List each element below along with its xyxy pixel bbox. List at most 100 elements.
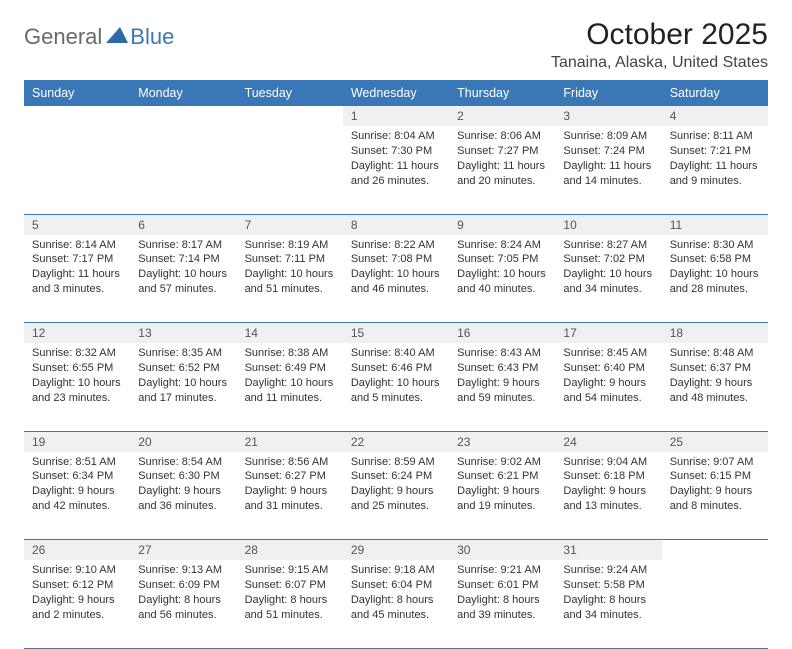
day-number: 21 — [237, 431, 343, 452]
daylight1-text: Daylight: 8 hours — [351, 593, 441, 608]
sunrise-text: Sunrise: 8:43 AM — [457, 346, 547, 361]
sunrise-text: Sunrise: 8:11 AM — [670, 129, 760, 144]
sunrise-text: Sunrise: 8:32 AM — [32, 346, 122, 361]
sunset-text: Sunset: 6:15 PM — [670, 469, 760, 484]
daylight1-text: Daylight: 9 hours — [32, 593, 122, 608]
daylight2-text: and 2 minutes. — [32, 608, 122, 623]
day-header: Wednesday — [343, 80, 449, 106]
daylight2-text: and 54 minutes. — [563, 391, 653, 406]
daylight1-text: Daylight: 10 hours — [351, 267, 441, 282]
day-cell: Sunrise: 8:14 AMSunset: 7:17 PMDaylight:… — [24, 235, 130, 323]
sunrise-text: Sunrise: 8:22 AM — [351, 238, 441, 253]
day-header-row: Sunday Monday Tuesday Wednesday Thursday… — [24, 80, 768, 106]
daylight2-text: and 46 minutes. — [351, 282, 441, 297]
day-cell — [130, 126, 236, 214]
title-block: October 2025 Tanaina, Alaska, United Sta… — [551, 18, 768, 72]
daylight2-text: and 8 minutes. — [670, 499, 760, 514]
daylight1-text: Daylight: 8 hours — [138, 593, 228, 608]
day-cell: Sunrise: 8:06 AMSunset: 7:27 PMDaylight:… — [449, 126, 555, 214]
daylight2-text: and 57 minutes. — [138, 282, 228, 297]
daylight1-text: Daylight: 10 hours — [138, 376, 228, 391]
day-number: 29 — [343, 540, 449, 561]
day-number: 19 — [24, 431, 130, 452]
daylight1-text: Daylight: 10 hours — [245, 376, 335, 391]
sunset-text: Sunset: 7:11 PM — [245, 252, 335, 267]
day-number: 9 — [449, 214, 555, 235]
sunrise-text: Sunrise: 8:56 AM — [245, 455, 335, 470]
day-number-row: 1234 — [24, 106, 768, 126]
day-number: 1 — [343, 106, 449, 126]
daylight2-text: and 51 minutes. — [245, 608, 335, 623]
daylight1-text: Daylight: 9 hours — [457, 484, 547, 499]
day-header: Monday — [130, 80, 236, 106]
sunrise-text: Sunrise: 8:45 AM — [563, 346, 653, 361]
week-row: Sunrise: 8:51 AMSunset: 6:34 PMDaylight:… — [24, 452, 768, 540]
day-cell: Sunrise: 8:38 AMSunset: 6:49 PMDaylight:… — [237, 343, 343, 431]
day-cell: Sunrise: 8:27 AMSunset: 7:02 PMDaylight:… — [555, 235, 661, 323]
sunset-text: Sunset: 6:18 PM — [563, 469, 653, 484]
day-cell: Sunrise: 9:04 AMSunset: 6:18 PMDaylight:… — [555, 452, 661, 540]
day-number: 22 — [343, 431, 449, 452]
sunrise-text: Sunrise: 8:19 AM — [245, 238, 335, 253]
sunrise-text: Sunrise: 9:21 AM — [457, 563, 547, 578]
day-number: 18 — [662, 323, 768, 344]
day-cell: Sunrise: 9:21 AMSunset: 6:01 PMDaylight:… — [449, 560, 555, 648]
calendar-table: Sunday Monday Tuesday Wednesday Thursday… — [24, 80, 768, 649]
day-number: 4 — [662, 106, 768, 126]
daylight2-text: and 14 minutes. — [563, 174, 653, 189]
day-number: 20 — [130, 431, 236, 452]
sunset-text: Sunset: 7:24 PM — [563, 144, 653, 159]
sunset-text: Sunset: 6:09 PM — [138, 578, 228, 593]
day-number: 15 — [343, 323, 449, 344]
page: General Blue October 2025 Tanaina, Alask… — [0, 0, 792, 649]
sunrise-text: Sunrise: 8:48 AM — [670, 346, 760, 361]
day-number: 12 — [24, 323, 130, 344]
logo-text-general: General — [24, 24, 102, 50]
logo-text-blue: Blue — [130, 24, 174, 50]
day-number: 31 — [555, 540, 661, 561]
sunrise-text: Sunrise: 9:02 AM — [457, 455, 547, 470]
day-cell: Sunrise: 8:48 AMSunset: 6:37 PMDaylight:… — [662, 343, 768, 431]
daylight1-text: Daylight: 10 hours — [563, 267, 653, 282]
day-cell: Sunrise: 8:32 AMSunset: 6:55 PMDaylight:… — [24, 343, 130, 431]
sunset-text: Sunset: 5:58 PM — [563, 578, 653, 593]
daylight2-text: and 28 minutes. — [670, 282, 760, 297]
day-cell: Sunrise: 9:10 AMSunset: 6:12 PMDaylight:… — [24, 560, 130, 648]
day-cell — [237, 126, 343, 214]
daylight2-text: and 48 minutes. — [670, 391, 760, 406]
day-number: 5 — [24, 214, 130, 235]
day-cell: Sunrise: 9:24 AMSunset: 5:58 PMDaylight:… — [555, 560, 661, 648]
daylight1-text: Daylight: 9 hours — [138, 484, 228, 499]
daylight1-text: Daylight: 10 hours — [670, 267, 760, 282]
day-cell: Sunrise: 9:07 AMSunset: 6:15 PMDaylight:… — [662, 452, 768, 540]
day-header: Friday — [555, 80, 661, 106]
daylight1-text: Daylight: 9 hours — [670, 484, 760, 499]
sunset-text: Sunset: 6:07 PM — [245, 578, 335, 593]
day-number: 24 — [555, 431, 661, 452]
daylight1-text: Daylight: 8 hours — [457, 593, 547, 608]
day-number: 28 — [237, 540, 343, 561]
day-number: 27 — [130, 540, 236, 561]
daylight2-text: and 51 minutes. — [245, 282, 335, 297]
sunrise-text: Sunrise: 9:13 AM — [138, 563, 228, 578]
sunset-text: Sunset: 7:27 PM — [457, 144, 547, 159]
week-row: Sunrise: 8:04 AMSunset: 7:30 PMDaylight:… — [24, 126, 768, 214]
day-number — [237, 106, 343, 126]
daylight1-text: Daylight: 11 hours — [670, 159, 760, 174]
day-number: 11 — [662, 214, 768, 235]
daylight2-text: and 36 minutes. — [138, 499, 228, 514]
daylight2-text: and 25 minutes. — [351, 499, 441, 514]
sunset-text: Sunset: 7:14 PM — [138, 252, 228, 267]
day-cell: Sunrise: 8:19 AMSunset: 7:11 PMDaylight:… — [237, 235, 343, 323]
daylight2-text: and 26 minutes. — [351, 174, 441, 189]
sunrise-text: Sunrise: 8:14 AM — [32, 238, 122, 253]
daylight1-text: Daylight: 8 hours — [245, 593, 335, 608]
daylight1-text: Daylight: 9 hours — [32, 484, 122, 499]
sunset-text: Sunset: 7:02 PM — [563, 252, 653, 267]
daylight1-text: Daylight: 11 hours — [351, 159, 441, 174]
day-header: Thursday — [449, 80, 555, 106]
day-cell: Sunrise: 8:59 AMSunset: 6:24 PMDaylight:… — [343, 452, 449, 540]
day-number: 6 — [130, 214, 236, 235]
sunrise-text: Sunrise: 8:06 AM — [457, 129, 547, 144]
sunrise-text: Sunrise: 8:09 AM — [563, 129, 653, 144]
